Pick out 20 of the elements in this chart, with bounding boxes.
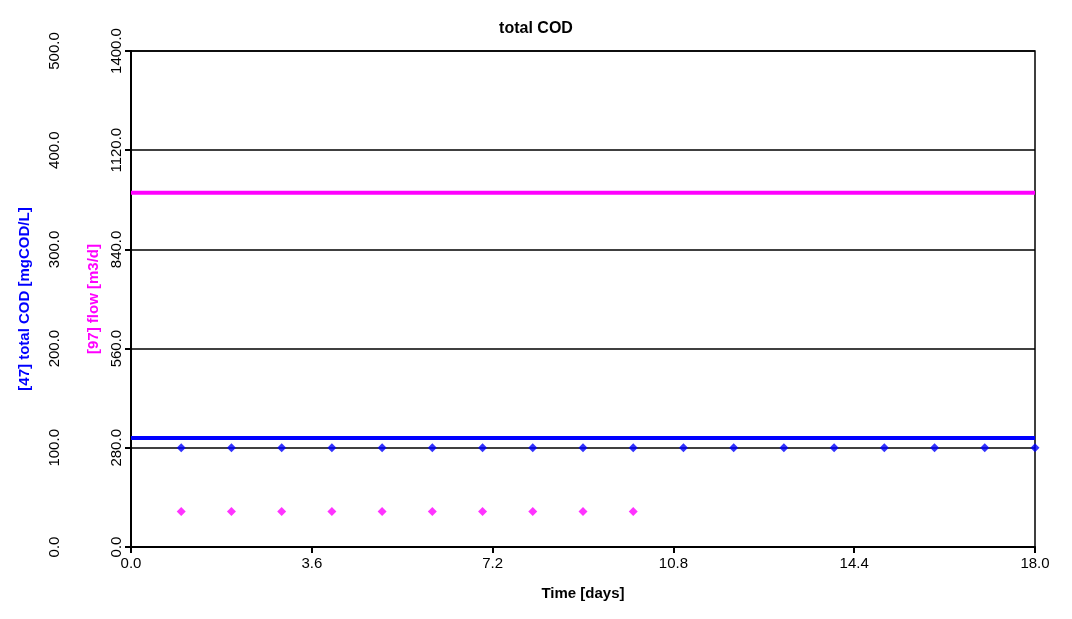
chart-title: total COD (499, 18, 573, 36)
y2-tick-label: 1400.0 (107, 28, 124, 74)
x-tick-label: 3.6 (301, 554, 323, 571)
x-tick-label: 7.2 (482, 554, 504, 571)
x-tick-label: 14.4 (839, 554, 869, 571)
y2-axis-title: [97] flow [m3/d] (84, 243, 102, 355)
y-tick-label: 200.0 (45, 329, 62, 368)
y2-tick-label: 560.0 (107, 329, 124, 368)
y2-tick-label: 280.0 (107, 429, 124, 467)
x-tick-label: 10.8 (658, 554, 688, 571)
x-axis-title: Time [days] (541, 584, 625, 601)
x-tick-label: 0.0 (120, 554, 142, 571)
y-tick-label: 400.0 (45, 131, 62, 169)
y2-tick-label: 840.0 (107, 230, 124, 269)
y-axis-title: [47] total COD [mgCOD/L] (15, 207, 32, 391)
y-tick-label: 300.0 (45, 230, 62, 269)
y-tick-label: 500.0 (45, 32, 62, 70)
y-tick-label: 100.0 (45, 429, 62, 467)
x-tick-label: 18.0 (1020, 554, 1050, 571)
y2-tick-label: 1120.0 (107, 127, 124, 173)
